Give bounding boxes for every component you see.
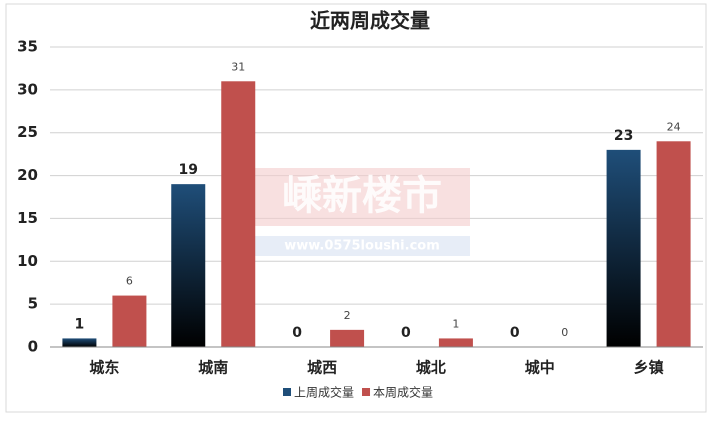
y-tick-label: 35 (17, 38, 38, 56)
y-tick-label: 0 (28, 338, 38, 356)
value-label: 0 (401, 325, 411, 341)
watermark-url: www.0575loushi.com (284, 239, 440, 254)
watermark-bg (255, 168, 470, 226)
value-label: 1 (75, 316, 85, 332)
x-tick-label: 城北 (416, 359, 446, 377)
bar (112, 295, 147, 347)
legend-label: 本周成交量 (373, 385, 433, 400)
value-label: 0 (561, 326, 568, 339)
y-tick-label: 20 (17, 166, 38, 184)
legend-swatch (283, 388, 291, 396)
value-label: 2 (344, 309, 351, 322)
x-tick-label: 城南 (198, 359, 228, 377)
bar (438, 338, 473, 347)
bar (221, 81, 256, 348)
value-label: 24 (667, 120, 681, 133)
legend-swatch (362, 388, 371, 396)
legend-label: 上周成交量 (294, 385, 354, 400)
value-label: 19 (179, 162, 198, 178)
y-tick-label: 25 (17, 123, 38, 141)
bar (330, 329, 365, 347)
bar (62, 338, 97, 347)
watermark-title: 嵊新楼市 (282, 173, 442, 219)
value-label: 0 (510, 325, 520, 341)
value-label: 1 (452, 317, 459, 330)
chart-title: 近两周成交量 (310, 9, 430, 33)
value-label: 31 (231, 60, 245, 73)
bar (656, 141, 691, 347)
y-tick-label: 30 (17, 80, 38, 98)
bar (171, 184, 206, 347)
y-tick-label: 15 (17, 209, 38, 227)
value-label: 6 (126, 275, 133, 288)
watermark-bg (255, 236, 470, 256)
y-tick-label: 10 (17, 252, 38, 270)
x-tick-label: 城东 (89, 359, 119, 377)
value-label: 0 (292, 325, 302, 341)
x-tick-label: 城西 (307, 359, 337, 377)
x-tick-label: 乡镇 (634, 359, 664, 377)
bar (606, 149, 641, 347)
value-label: 23 (614, 128, 633, 144)
x-tick-label: 城中 (525, 359, 555, 377)
y-tick-label: 5 (28, 295, 38, 313)
